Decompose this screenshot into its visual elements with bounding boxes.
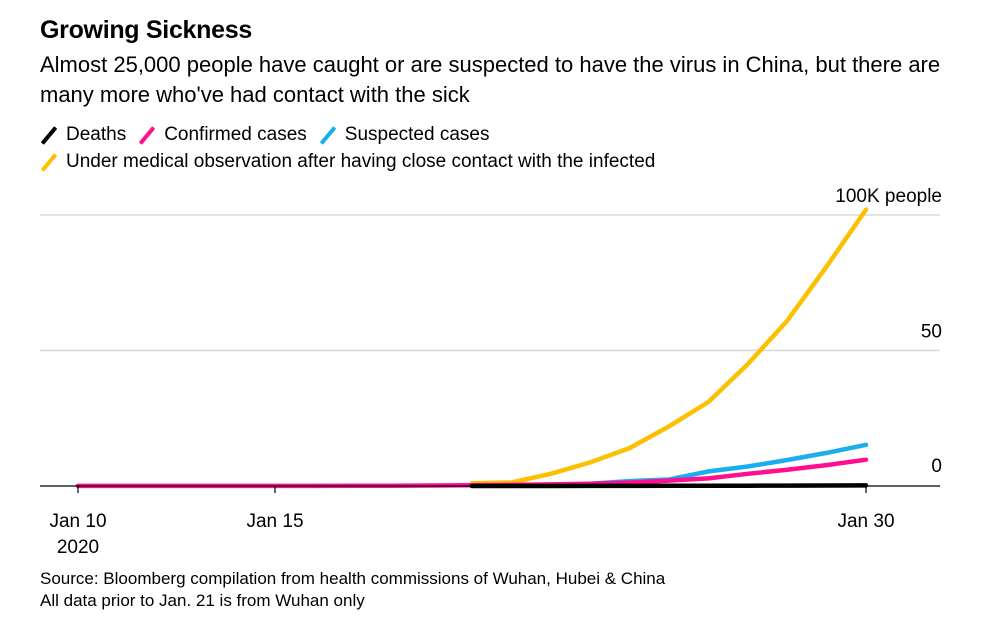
source-note: Source: Bloomberg compilation from healt…	[40, 568, 665, 612]
series-line-under	[469, 207, 869, 486]
legend-label-confirmed: Confirmed cases	[164, 124, 307, 145]
x-tick-sublabel: 2020	[57, 537, 99, 558]
legend-item-deaths: Deaths	[40, 121, 126, 148]
legend-label-observation: Under medical observation after having c…	[66, 151, 656, 172]
legend-label-suspected: Suspected cases	[344, 124, 490, 145]
legend-row-2: Under medical observation after having c…	[40, 148, 667, 175]
legend: Deaths Confirmed cases Suspected cases U…	[40, 121, 667, 175]
source-line-2: All data prior to Jan. 21 is from Wuhan …	[40, 591, 365, 610]
y-tick-label-50: 50	[921, 322, 942, 343]
x-tick-label: Jan 30	[837, 511, 894, 532]
legend-item-observation: Under medical observation after having c…	[40, 148, 655, 175]
chart-title: Growing Sickness	[40, 16, 252, 44]
y-tick-label-0: 0	[931, 456, 942, 477]
legend-item-suspected: Suspected cases	[319, 121, 490, 148]
legend-label-deaths: Deaths	[66, 124, 127, 145]
legend-item-confirmed: Confirmed cases	[138, 121, 307, 148]
x-tick-label: Jan 10	[49, 511, 106, 532]
y-tick-label-100: 100K people	[835, 186, 942, 207]
legend-row-1: Deaths Confirmed cases Suspected cases	[40, 121, 667, 148]
chart-subtitle: Almost 25,000 people have caught or are …	[40, 52, 941, 107]
x-tick-label: Jan 15	[246, 511, 303, 532]
source-line-1: Source: Bloomberg compilation from healt…	[40, 569, 666, 588]
